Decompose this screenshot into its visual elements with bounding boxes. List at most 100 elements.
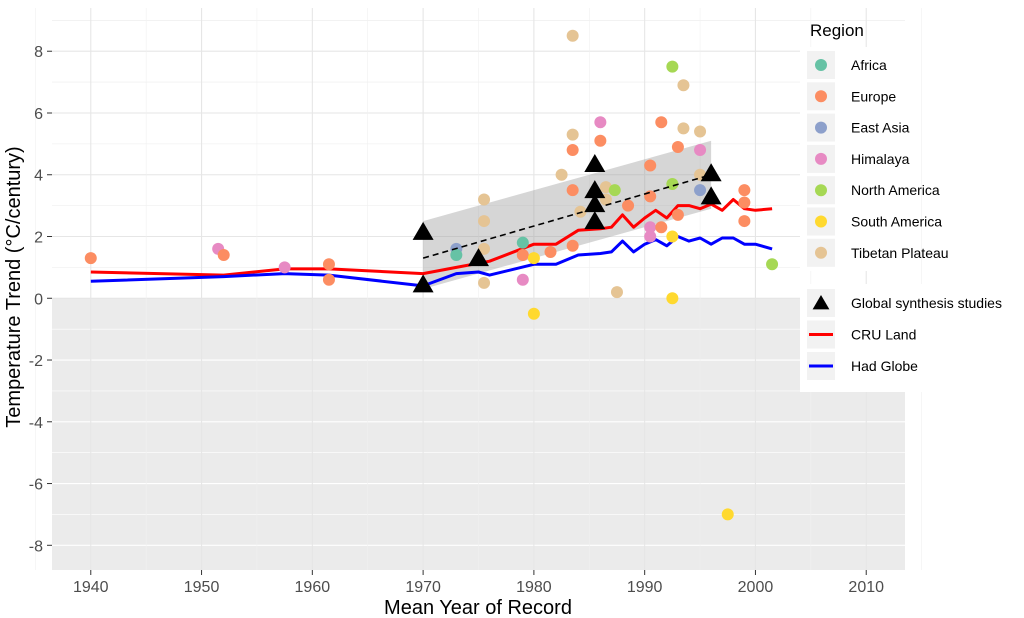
y-tick-label: 4 bbox=[34, 168, 43, 185]
data-point-europe bbox=[671, 208, 684, 221]
data-point-himalaya bbox=[594, 116, 607, 129]
legend-label: Himalaya bbox=[851, 151, 910, 167]
data-point-south-america bbox=[666, 230, 679, 243]
x-tick-label: 2010 bbox=[848, 579, 884, 596]
legend-key-europe bbox=[815, 90, 827, 103]
legend-label: North America bbox=[851, 182, 940, 198]
x-tick-label: 1950 bbox=[184, 579, 220, 596]
data-point-tibetan-plateau bbox=[610, 286, 623, 299]
synthesis-triangle bbox=[584, 153, 606, 172]
data-point-tibetan-plateau bbox=[478, 193, 491, 206]
legend: Region Africa Europe East Asia Himalaya North… bbox=[800, 21, 1024, 392]
x-tick-label: 1960 bbox=[295, 579, 331, 596]
confidence-band bbox=[423, 140, 712, 289]
data-point-himalaya bbox=[516, 273, 529, 286]
series-line-cru-land bbox=[90, 198, 773, 277]
data-point-north-america bbox=[608, 184, 621, 197]
y-tick-label: -2 bbox=[29, 353, 43, 370]
data-point-europe bbox=[544, 245, 557, 258]
data-point-europe bbox=[622, 199, 635, 212]
legend-key-tibetan-plateau bbox=[815, 246, 827, 259]
data-point-himalaya bbox=[644, 221, 657, 234]
data-point-tibetan-plateau bbox=[694, 125, 707, 138]
data-point-europe bbox=[655, 221, 668, 234]
synthesis-triangle bbox=[584, 211, 606, 230]
data-point-south-america bbox=[666, 292, 679, 305]
data-point-south-america bbox=[527, 252, 540, 265]
region-points bbox=[84, 29, 779, 521]
legend-label: Africa bbox=[851, 57, 887, 73]
data-point-himalaya bbox=[694, 144, 707, 157]
synthesis-triangle bbox=[584, 194, 606, 213]
synthesis-triangles bbox=[412, 153, 722, 293]
data-point-tibetan-plateau bbox=[566, 128, 579, 141]
legend-label: Had Globe bbox=[851, 358, 918, 374]
data-point-himalaya bbox=[644, 230, 657, 243]
axes: -8 -6 -4 -2 0 2 4 6 8 1940 1950 1960 1970 1980 1990 200… bbox=[29, 44, 884, 596]
data-point-europe bbox=[322, 273, 335, 286]
data-point-africa bbox=[516, 236, 529, 249]
data-point-tibetan-plateau bbox=[677, 122, 690, 135]
series-line-had-globe bbox=[90, 235, 773, 288]
data-point-tibetan-plateau bbox=[677, 79, 690, 92]
data-point-europe bbox=[738, 196, 751, 209]
x-tick-label: 1970 bbox=[405, 579, 441, 596]
data-point-europe bbox=[516, 249, 529, 262]
y-tick-label: 8 bbox=[34, 44, 43, 61]
data-point-south-america bbox=[527, 307, 540, 320]
x-tick-label: 1990 bbox=[627, 579, 663, 596]
legend-key-north-america bbox=[815, 184, 827, 197]
y-tick-label: 2 bbox=[34, 230, 43, 247]
data-point-europe bbox=[644, 190, 657, 203]
data-point-europe bbox=[566, 239, 579, 252]
data-point-south-america bbox=[721, 508, 734, 521]
x-axis-label: Mean Year of Record bbox=[384, 597, 572, 618]
data-point-europe bbox=[644, 159, 657, 172]
data-point-europe bbox=[566, 184, 579, 197]
data-point-europe bbox=[738, 215, 751, 228]
y-tick-label: -8 bbox=[29, 538, 43, 555]
y-tick-label: 6 bbox=[34, 106, 43, 123]
synthesis-triangle bbox=[412, 221, 434, 240]
legend-label: South America bbox=[851, 214, 942, 230]
data-point-north-america bbox=[666, 178, 679, 191]
data-point-europe bbox=[566, 144, 579, 157]
plot-panel bbox=[35, 8, 922, 570]
legend-key-south-america bbox=[815, 215, 827, 228]
legend-key-himalaya bbox=[815, 152, 827, 165]
data-point-europe bbox=[84, 252, 97, 265]
data-point-north-america bbox=[666, 60, 679, 73]
legend-label: Tibetan Plateau bbox=[851, 245, 949, 261]
synthesis-triangle bbox=[584, 180, 606, 199]
data-point-tibetan-plateau bbox=[478, 242, 491, 255]
data-point-tibetan-plateau bbox=[478, 276, 491, 289]
synthesis-triangle bbox=[700, 163, 722, 182]
data-point-europe bbox=[594, 134, 607, 147]
legend-key-synthesis-triangle bbox=[812, 295, 830, 310]
legend-title: Region bbox=[810, 21, 864, 40]
legend-label: Global synthesis studies bbox=[851, 295, 1002, 311]
data-point-europe bbox=[655, 116, 668, 129]
data-point-europe bbox=[217, 249, 230, 262]
y-axis-label: Temperature Trend (°C/century) bbox=[3, 146, 25, 427]
x-tick-label: 2000 bbox=[738, 579, 774, 596]
synthesis-triangle bbox=[700, 186, 722, 205]
x-tick-label: 1940 bbox=[73, 579, 109, 596]
data-point-himalaya bbox=[278, 261, 291, 274]
data-point-europe bbox=[322, 258, 335, 271]
data-point-africa bbox=[450, 249, 463, 262]
data-point-tibetan-plateau bbox=[478, 215, 491, 228]
y-tick-label: 0 bbox=[34, 291, 43, 308]
series-lines bbox=[90, 198, 773, 288]
legend-key-africa bbox=[815, 59, 827, 71]
x-tick-label: 1980 bbox=[516, 579, 552, 596]
y-tick-label: -4 bbox=[29, 415, 43, 432]
legend-label: CRU Land bbox=[851, 327, 916, 343]
legend-lines-background bbox=[800, 284, 1024, 392]
trend-confidence-band bbox=[423, 140, 712, 289]
data-point-east-asia bbox=[694, 184, 707, 197]
synthesis-triangle bbox=[468, 248, 489, 267]
legend-label: East Asia bbox=[851, 120, 910, 136]
legend-label: Europe bbox=[851, 88, 896, 104]
